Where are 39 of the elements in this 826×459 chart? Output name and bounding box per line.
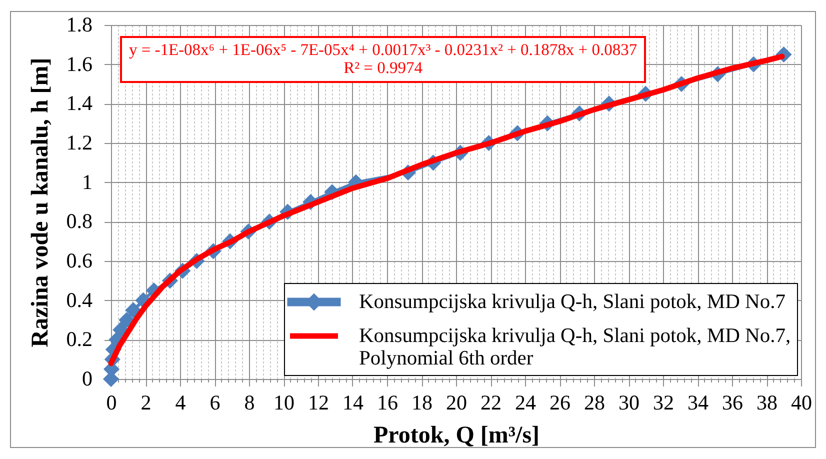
x-tick-label: 4 bbox=[175, 390, 186, 414]
point bbox=[118, 312, 135, 328]
x-tick-label: 26 bbox=[550, 390, 570, 414]
x-tick-label: 20 bbox=[446, 390, 467, 414]
x-tick-label: 14 bbox=[342, 390, 364, 414]
x-tick-label: 22 bbox=[480, 390, 502, 414]
y-tick-label: 1.8 bbox=[66, 12, 92, 36]
legend-label: Konsumpcijska krivulja Q-h, Slani potok, MD No.7 bbox=[359, 291, 786, 313]
y-tick-label: 0 bbox=[82, 366, 92, 390]
x-tick-label: 40 bbox=[791, 390, 812, 414]
x-tick-label: 12 bbox=[308, 390, 329, 414]
y-tick-label: 0.4 bbox=[66, 288, 93, 312]
y-tick-label: 0.8 bbox=[66, 209, 92, 234]
x-tick-label: 38 bbox=[756, 390, 778, 414]
y-tick-label: 1 bbox=[82, 170, 92, 194]
annotation: y = -1E-08x⁶ + 1E-06x⁵ - 7E-05x⁴ + 0.0017x³ - 0.0231x² + 0.1878x + 0.0837 bbox=[128, 40, 638, 59]
x-tick-label: 8 bbox=[244, 390, 255, 414]
x-tick-label: 2 bbox=[140, 390, 152, 414]
y-tick-label: 0.2 bbox=[66, 327, 92, 352]
y-axis-title: Razina vode u kanalu, h [m] bbox=[27, 58, 54, 348]
point bbox=[125, 302, 142, 318]
x-tick-label: 34 bbox=[688, 390, 709, 414]
x-tick-label: 30 bbox=[618, 390, 640, 414]
x-tick-label: 10 bbox=[274, 390, 294, 414]
x-tick-label: 18 bbox=[412, 390, 432, 414]
y-tick-label: 0.6 bbox=[66, 248, 92, 272]
y-tick-label: 1.6 bbox=[66, 52, 92, 76]
x-axis-title: Protok, Q [m³/s] bbox=[373, 422, 540, 448]
annotation: R² = 0.9974 bbox=[344, 58, 422, 77]
x-tick-label: 0 bbox=[106, 390, 117, 414]
legend-label: Konsumpcijska krivulja Q-h, Slani potok, MD No.7, Polynomial 6th order bbox=[359, 325, 791, 370]
y-tick-label: 1.4 bbox=[66, 91, 93, 116]
x-tick-label: 28 bbox=[584, 390, 605, 414]
x-tick-label: 36 bbox=[722, 390, 743, 414]
y-tick-label: 1.2 bbox=[66, 130, 92, 154]
x-tick-label: 24 bbox=[515, 390, 536, 414]
x-tick-label: 6 bbox=[210, 390, 220, 414]
x-tick-label: 32 bbox=[653, 390, 674, 414]
x-tick-label: 16 bbox=[377, 390, 398, 414]
